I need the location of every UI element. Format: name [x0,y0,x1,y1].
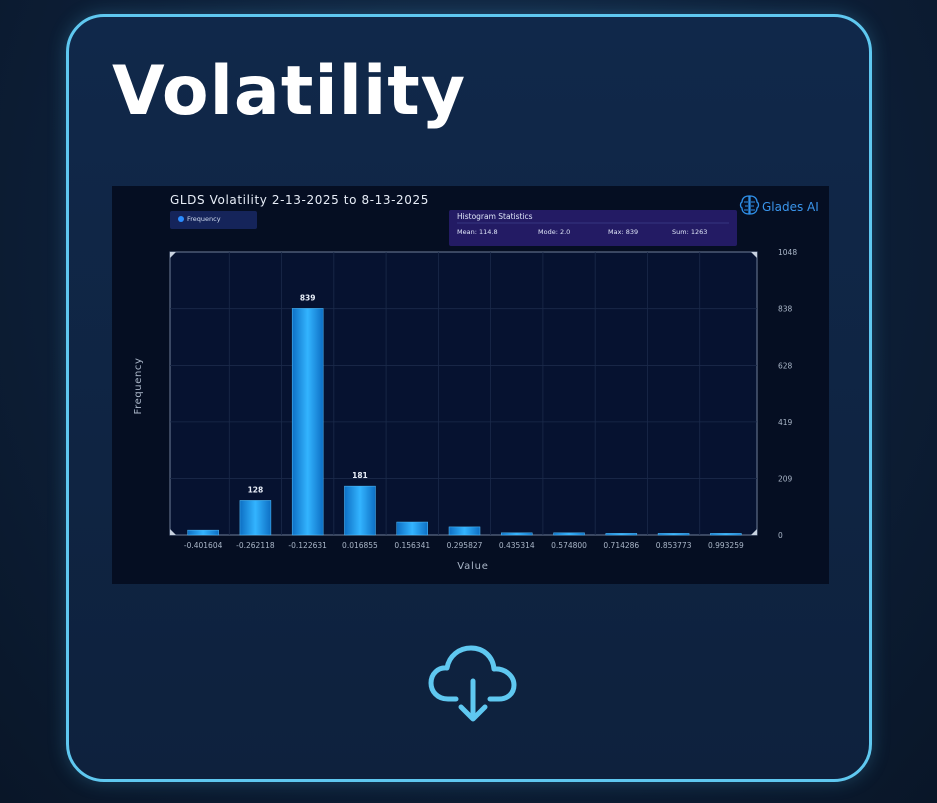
x-tick-label: 0.993259 [708,541,744,550]
bar-data-label: 181 [352,471,368,480]
legend-swatch [178,216,184,222]
download-button[interactable] [428,643,518,725]
x-tick-label: 0.714286 [603,541,639,550]
plot-area [169,251,758,536]
y-tick-label: 1048 [778,248,797,257]
x-tick-label: 0.016855 [342,541,378,550]
bars: 128 839 181 [187,293,742,536]
stats-max: Max: 839 [608,228,638,236]
bar [291,308,324,536]
y-axis-label: Frequency [133,357,144,414]
x-axis-label: Value [457,561,488,572]
brand-logo: Glades AI [739,195,819,215]
grid-lines [170,252,757,535]
stats-mean: Mean: 114.8 [457,228,498,236]
x-tick-labels: -0.401604 -0.262118 -0.122631 0.016855 0.156… [184,541,744,550]
x-tick-label: -0.262118 [236,541,275,550]
x-tick-label: 0.295827 [447,541,483,550]
y-tick-label: 628 [778,361,793,370]
bar [605,533,638,536]
cloud-download-icon [428,645,517,722]
stats-mode: Mode: 2.0 [538,228,570,236]
chart-title: GLDS Volatility 2-13-2025 to 8-13-2025 [170,193,429,207]
bar [396,521,428,536]
bar-data-label: 128 [248,485,264,494]
x-tick-label: 0.574800 [551,541,587,550]
chart-legend: Frequency [170,211,257,229]
stats-sum: Sum: 1263 [672,228,707,236]
x-tick-label: -0.122631 [288,541,327,550]
stats-title: Histogram Statistics [457,212,533,221]
y-tick-label: 0 [778,531,783,540]
histogram-chart: GLDS Volatility 2-13-2025 to 8-13-2025 F… [133,193,819,572]
y-tick-labels: 0 209 419 628 838 1048 [778,248,797,540]
brain-icon [739,195,760,215]
bar [344,485,376,536]
brand-logo-text: Glades AI [762,200,819,214]
x-tick-label: 0.156341 [394,541,430,550]
histogram-chart-panel: GLDS Volatility 2-13-2025 to 8-13-2025 F… [112,186,829,584]
bar [187,529,219,536]
y-tick-label: 838 [778,305,793,314]
y-tick-label: 209 [778,475,793,484]
page-title: Volatility [112,52,467,131]
legend-label: Frequency [187,215,221,223]
x-tick-label: -0.401604 [184,541,223,550]
bar [501,532,533,536]
x-tick-label: 0.435314 [499,541,535,550]
bar [448,526,481,536]
bar [657,533,690,536]
bar [239,500,272,536]
bar-data-label: 839 [300,293,316,302]
y-tick-label: 419 [778,418,793,427]
x-tick-label: 0.853773 [656,541,692,550]
histogram-statistics: Histogram Statistics Mean: 114.8 Mode: 2… [449,210,737,246]
bar [710,533,742,536]
bar [553,532,585,536]
